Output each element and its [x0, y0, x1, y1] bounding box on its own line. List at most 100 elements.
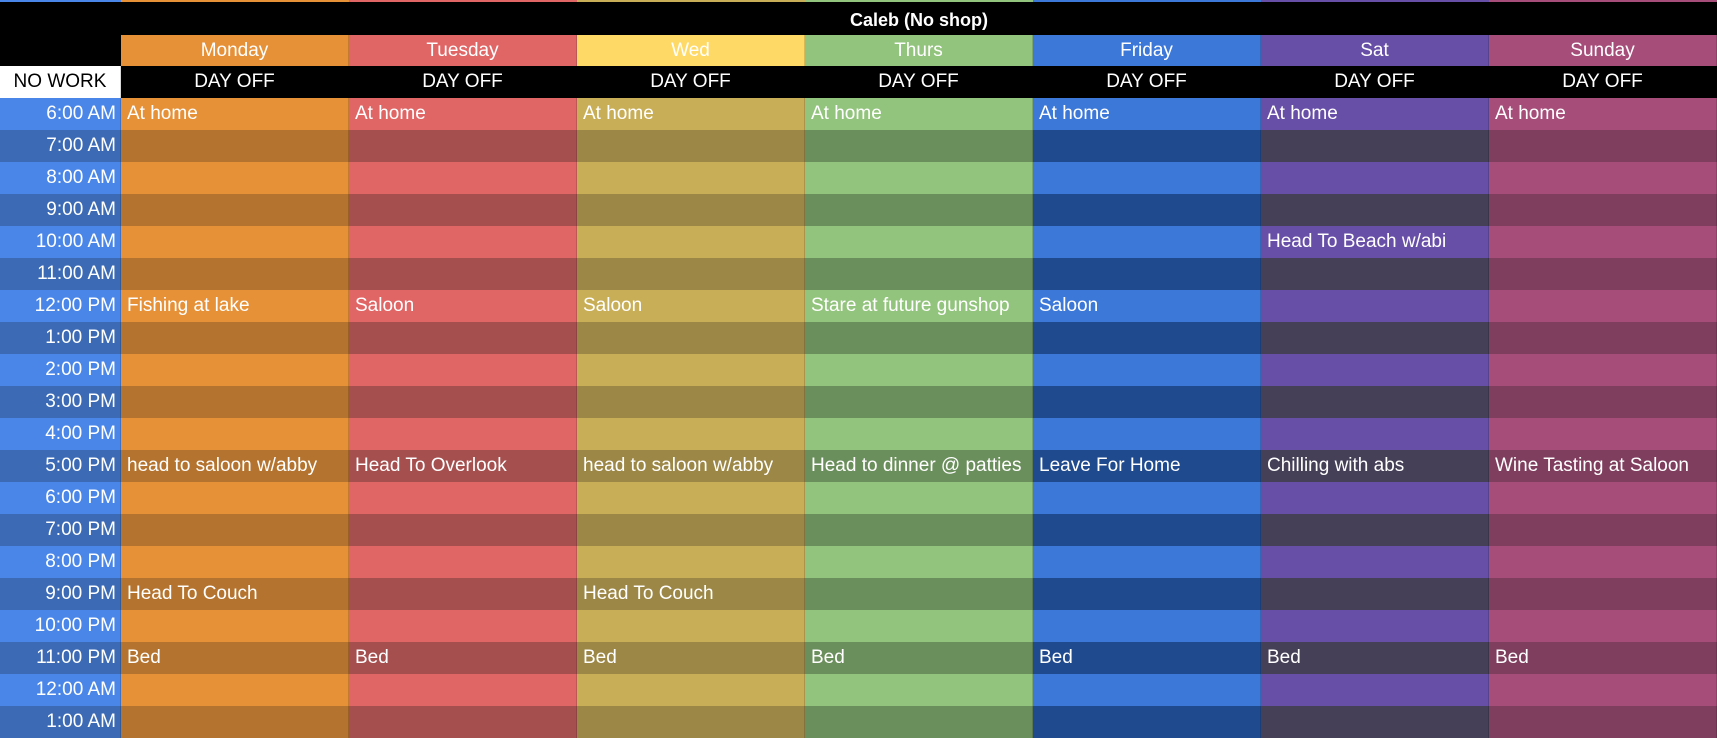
schedule-cell[interactable]: Head to dinner @ patties [805, 450, 1033, 482]
schedule-cell[interactable] [1489, 706, 1717, 738]
time-label[interactable]: 8:00 PM [0, 546, 121, 578]
schedule-cell[interactable] [121, 482, 349, 514]
schedule-cell[interactable] [1489, 258, 1717, 290]
schedule-cell[interactable] [1489, 418, 1717, 450]
schedule-cell[interactable] [577, 386, 805, 418]
schedule-cell[interactable] [121, 130, 349, 162]
schedule-cell[interactable] [121, 674, 349, 706]
schedule-cell[interactable] [1489, 610, 1717, 642]
schedule-cell[interactable] [577, 226, 805, 258]
schedule-cell[interactable] [1033, 226, 1261, 258]
schedule-cell[interactable] [805, 482, 1033, 514]
day-status[interactable]: DAY OFF [1489, 66, 1717, 98]
day-header-monday[interactable]: Monday [121, 35, 349, 66]
schedule-cell[interactable] [805, 706, 1033, 738]
schedule-cell[interactable] [121, 194, 349, 226]
schedule-cell[interactable] [349, 482, 577, 514]
schedule-cell[interactable] [1261, 546, 1489, 578]
schedule-cell[interactable]: Saloon [1033, 290, 1261, 322]
schedule-cell[interactable] [121, 258, 349, 290]
time-label[interactable]: 11:00 AM [0, 258, 121, 290]
schedule-cell[interactable] [349, 130, 577, 162]
schedule-cell[interactable] [805, 674, 1033, 706]
schedule-cell[interactable]: head to saloon w/abby [121, 450, 349, 482]
schedule-cell[interactable] [121, 354, 349, 386]
schedule-cell[interactable] [1261, 322, 1489, 354]
time-label[interactable]: 11:00 PM [0, 642, 121, 674]
schedule-cell[interactable] [1489, 578, 1717, 610]
time-label[interactable]: 6:00 AM [0, 98, 121, 130]
time-label[interactable]: 7:00 PM [0, 514, 121, 546]
schedule-cell[interactable] [577, 354, 805, 386]
schedule-cell[interactable] [577, 482, 805, 514]
schedule-cell[interactable]: Chilling with abs [1261, 450, 1489, 482]
time-label[interactable]: 5:00 PM [0, 450, 121, 482]
schedule-cell[interactable] [1033, 514, 1261, 546]
schedule-cell[interactable] [577, 610, 805, 642]
schedule-cell[interactable] [805, 546, 1033, 578]
schedule-cell[interactable]: Head To Beach w/abi [1261, 226, 1489, 258]
day-status[interactable]: DAY OFF [349, 66, 577, 98]
schedule-cell[interactable] [349, 194, 577, 226]
time-label[interactable]: 10:00 AM [0, 226, 121, 258]
schedule-cell[interactable] [1033, 674, 1261, 706]
schedule-cell[interactable] [805, 418, 1033, 450]
schedule-cell[interactable] [1261, 578, 1489, 610]
schedule-cell[interactable] [805, 322, 1033, 354]
schedule-cell[interactable]: At home [121, 98, 349, 130]
schedule-cell[interactable]: Bed [805, 642, 1033, 674]
schedule-cell[interactable]: Bed [577, 642, 805, 674]
schedule-cell[interactable] [1033, 610, 1261, 642]
schedule-cell[interactable] [1033, 258, 1261, 290]
schedule-cell[interactable] [349, 418, 577, 450]
schedule-cell[interactable] [121, 514, 349, 546]
schedule-cell[interactable]: At home [349, 98, 577, 130]
schedule-cell[interactable] [1033, 386, 1261, 418]
schedule-cell[interactable]: Bed [1489, 642, 1717, 674]
schedule-cell[interactable] [1033, 578, 1261, 610]
time-label[interactable]: 12:00 AM [0, 674, 121, 706]
schedule-cell[interactable] [1489, 386, 1717, 418]
schedule-cell[interactable] [121, 546, 349, 578]
schedule-cell[interactable] [577, 162, 805, 194]
schedule-cell[interactable] [349, 386, 577, 418]
schedule-cell[interactable] [577, 546, 805, 578]
schedule-cell[interactable]: At home [1033, 98, 1261, 130]
schedule-cell[interactable] [349, 258, 577, 290]
schedule-cell[interactable] [349, 162, 577, 194]
schedule-cell[interactable] [805, 354, 1033, 386]
schedule-cell[interactable] [805, 386, 1033, 418]
day-status[interactable]: DAY OFF [577, 66, 805, 98]
schedule-cell[interactable] [1033, 482, 1261, 514]
day-header-thurs[interactable]: Thurs [805, 35, 1033, 66]
schedule-cell[interactable] [1261, 386, 1489, 418]
schedule-cell[interactable] [805, 258, 1033, 290]
day-header-sat[interactable]: Sat [1261, 35, 1489, 66]
schedule-cell[interactable] [1261, 354, 1489, 386]
schedule-cell[interactable] [577, 514, 805, 546]
schedule-cell[interactable] [121, 226, 349, 258]
schedule-cell[interactable] [1489, 162, 1717, 194]
time-label[interactable]: 9:00 AM [0, 194, 121, 226]
schedule-cell[interactable] [349, 514, 577, 546]
schedule-cell[interactable] [577, 674, 805, 706]
schedule-cell[interactable] [349, 322, 577, 354]
schedule-cell[interactable]: Saloon [577, 290, 805, 322]
day-status[interactable]: DAY OFF [1261, 66, 1489, 98]
schedule-cell[interactable] [1489, 194, 1717, 226]
day-status[interactable]: DAY OFF [1033, 66, 1261, 98]
schedule-cell[interactable]: Head To Overlook [349, 450, 577, 482]
schedule-cell[interactable] [1489, 674, 1717, 706]
schedule-cell[interactable] [577, 194, 805, 226]
schedule-cell[interactable] [805, 194, 1033, 226]
schedule-cell[interactable] [1261, 482, 1489, 514]
schedule-cell[interactable] [1489, 546, 1717, 578]
schedule-cell[interactable] [1261, 258, 1489, 290]
schedule-cell[interactable] [1489, 290, 1717, 322]
schedule-cell[interactable] [1261, 418, 1489, 450]
schedule-cell[interactable] [349, 546, 577, 578]
schedule-cell[interactable] [121, 162, 349, 194]
day-status[interactable]: DAY OFF [805, 66, 1033, 98]
schedule-cell[interactable] [121, 706, 349, 738]
time-label[interactable]: 8:00 AM [0, 162, 121, 194]
